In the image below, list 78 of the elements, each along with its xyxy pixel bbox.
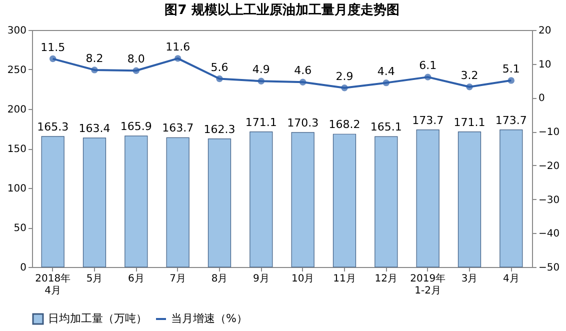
y-tick-label: 300 <box>7 26 26 36</box>
point <box>91 66 98 74</box>
y-tick-label: 150 <box>7 144 26 155</box>
data-label: 5.1 <box>502 62 520 76</box>
data-label: 173.7 <box>495 114 527 127</box>
x-tick-label: 6月 <box>128 274 144 284</box>
data-label: 163.7 <box>162 122 194 135</box>
y2-tick-label: −40 <box>538 228 560 240</box>
y-tick-label: 0 <box>20 262 26 274</box>
data-label: 6.1 <box>419 59 437 72</box>
y2-tick-label: −30 <box>538 194 560 206</box>
data-label: 8.2 <box>86 52 104 65</box>
data-label: 165.1 <box>370 120 402 134</box>
x-tick-label: 9月 <box>252 274 270 284</box>
y2-tick-label: −20 <box>538 160 560 172</box>
legend-label: 日均加工量（万吨） <box>48 312 147 325</box>
data-label: 165.9 <box>120 120 152 133</box>
data-label: 4.6 <box>294 64 312 78</box>
y-tick-label: 100 <box>7 184 26 194</box>
data-label: 171.1 <box>245 116 277 129</box>
x-tick-label: 11月 <box>333 274 356 284</box>
point <box>49 55 56 62</box>
bar <box>208 138 232 268</box>
y2-tick-label: 10 <box>538 59 552 70</box>
y-tick-label: 250 <box>7 65 26 76</box>
point <box>508 77 515 84</box>
data-label: 173.7 <box>412 114 444 127</box>
data-label: 2.9 <box>336 70 354 83</box>
data-label: 5.6 <box>210 60 228 74</box>
data-label: 171.1 <box>454 116 486 129</box>
data-label: 3.2 <box>460 68 478 82</box>
data-label: 170.3 <box>287 116 319 130</box>
data-label: 11.5 <box>40 40 66 54</box>
x-tick-label: 7月 <box>170 274 186 284</box>
y2-tick-label: −50 <box>538 262 560 274</box>
point <box>132 67 140 74</box>
x-tick-label: 3月 <box>461 274 478 284</box>
point <box>382 79 390 86</box>
bar <box>332 134 356 268</box>
data-label: 168.2 <box>328 118 360 132</box>
x-tick-label: 10月 <box>291 274 314 284</box>
x-tick-label: 5月 <box>86 274 103 284</box>
x-tick-label: 4月 <box>502 274 520 284</box>
point <box>258 78 265 84</box>
point <box>466 84 473 90</box>
bar <box>291 132 314 268</box>
y-tick-label: 200 <box>7 104 26 116</box>
point <box>216 75 223 82</box>
x-tick-label: 2018年4月 <box>35 272 71 296</box>
point <box>424 74 432 80</box>
bar <box>500 129 523 268</box>
point <box>174 55 182 62</box>
data-label: 163.4 <box>78 122 110 135</box>
x-tick-label: 8月 <box>211 274 228 284</box>
bar <box>82 138 106 268</box>
y-tick-label: 50 <box>14 223 26 234</box>
bar <box>416 129 440 268</box>
x-tick-label: 2019年1-2月 <box>410 272 446 296</box>
bar <box>374 136 398 268</box>
y2-tick-label: 0 <box>538 93 545 104</box>
bar <box>124 136 148 268</box>
point <box>299 78 306 86</box>
data-label: 4.4 <box>377 64 395 78</box>
bar <box>250 132 273 268</box>
data-label: 8.0 <box>127 52 145 66</box>
chart-title: 图7 规模以上工业原油加工量月度走势图 <box>164 2 400 18</box>
bar <box>166 137 190 268</box>
y2-tick-label: −10 <box>538 127 560 138</box>
point <box>341 84 348 92</box>
bar <box>458 132 482 268</box>
data-label: 4.9 <box>252 63 270 76</box>
data-label: 11.6 <box>166 40 190 54</box>
legend-label: 当月增速（%） <box>171 312 248 325</box>
data-label: 162.3 <box>204 122 236 136</box>
data-label: 165.3 <box>37 120 69 134</box>
y2-tick-label: 20 <box>538 26 552 36</box>
x-tick-label: 12月 <box>374 274 398 284</box>
bar <box>41 136 64 268</box>
